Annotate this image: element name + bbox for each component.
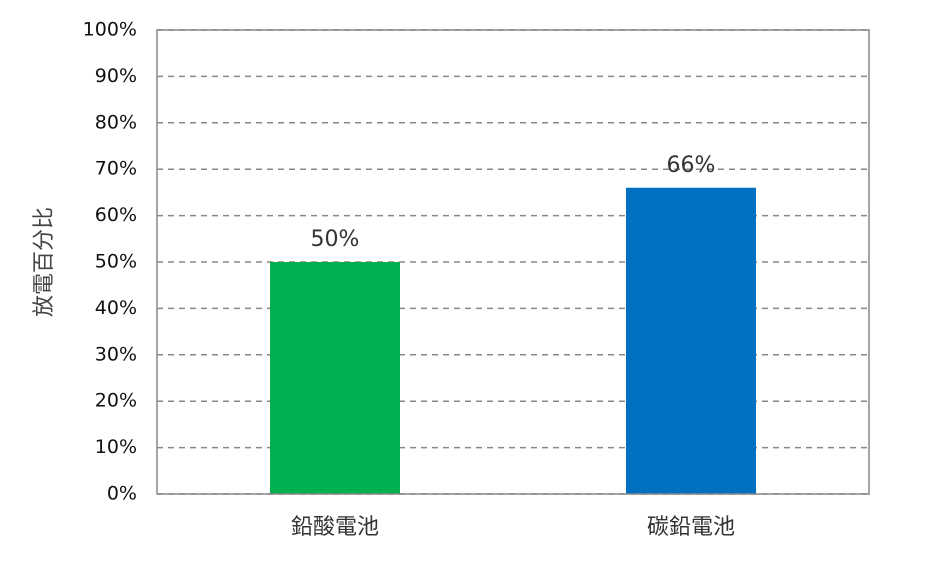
y-tick-label: 70% bbox=[95, 158, 137, 180]
y-tick-label: 0% bbox=[107, 483, 137, 505]
bar bbox=[270, 262, 400, 494]
y-tick-label: 100% bbox=[83, 19, 137, 41]
y-tick-label: 40% bbox=[95, 297, 137, 319]
y-tick-label: 80% bbox=[95, 111, 137, 133]
y-tick-label: 30% bbox=[95, 343, 137, 365]
y-tick-label: 60% bbox=[95, 204, 137, 226]
value-label: 66% bbox=[667, 153, 716, 178]
y-axis-label: 放電百分比 bbox=[32, 207, 57, 317]
value-label: 50% bbox=[311, 227, 360, 252]
y-tick-label: 20% bbox=[95, 390, 137, 412]
plot-frame bbox=[156, 29, 870, 495]
x-tick-label: 鉛酸電池 bbox=[291, 515, 379, 540]
y-tick-label: 10% bbox=[95, 436, 137, 458]
x-tick-label: 碳鉛電池 bbox=[647, 515, 735, 540]
y-tick-label: 90% bbox=[95, 65, 137, 87]
y-tick-label: 50% bbox=[95, 251, 137, 273]
bar bbox=[626, 187, 756, 494]
